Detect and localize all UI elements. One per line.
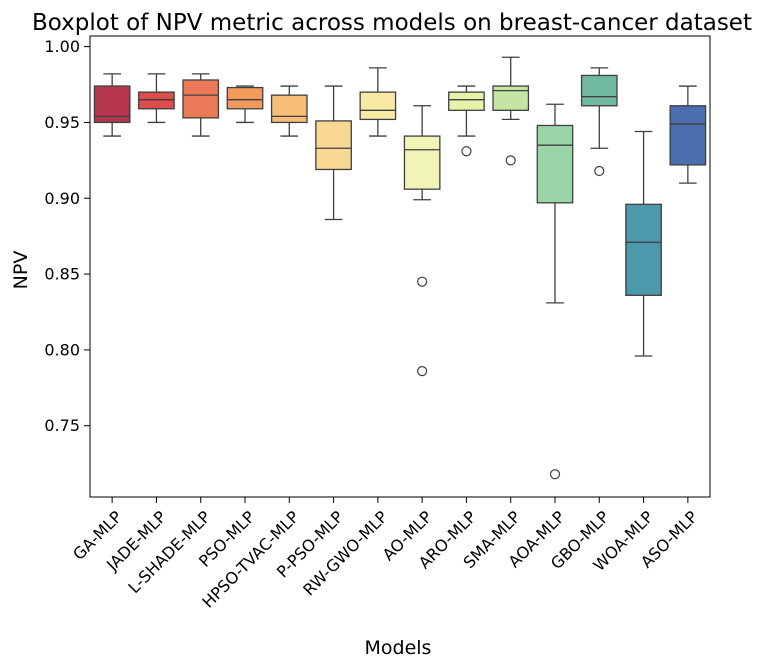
y-tick-label: 0.85 (44, 265, 80, 284)
chart-title: Boxplot of NPV metric across models on b… (32, 10, 752, 36)
y-tick-label: 0.95 (44, 113, 80, 132)
outlier-point (549, 469, 561, 480)
box-jade-mlp (138, 91, 175, 110)
box-aro-mlp (448, 91, 485, 111)
y-tick-label: 0.75 (44, 416, 80, 435)
box-woa-mlp (625, 203, 662, 296)
outlier-point (461, 146, 472, 157)
outlier-point (505, 155, 516, 166)
box-p-pso-mlp (315, 120, 352, 171)
x-axis-label: Models (365, 637, 432, 659)
y-tick-label: 0.80 (44, 340, 80, 359)
box-aso-mlp (669, 105, 707, 166)
box-l-shade-mlp (182, 79, 220, 119)
y-tick-label: 0.90 (44, 189, 80, 208)
box-sma-mlp (492, 85, 530, 111)
y-tick-label: 1.00 (44, 37, 80, 56)
box-aoa-mlp (536, 124, 574, 204)
box-pso-mlp (226, 86, 264, 110)
box-gbo-mlp (580, 74, 618, 107)
box-hpso-tvac-mlp (270, 94, 308, 124)
outlier-point (594, 165, 605, 177)
box-ao-mlp (403, 135, 441, 190)
plot-area: 0.750.800.850.900.951.00GA-MLPJADE-MLPL-… (44, 35, 711, 612)
box-rw-gwo-mlp (359, 91, 397, 121)
y-axis-label: NPV (10, 251, 32, 290)
outlier-point (417, 366, 428, 377)
outlier-point (417, 276, 428, 287)
plot-frame (89, 35, 711, 498)
